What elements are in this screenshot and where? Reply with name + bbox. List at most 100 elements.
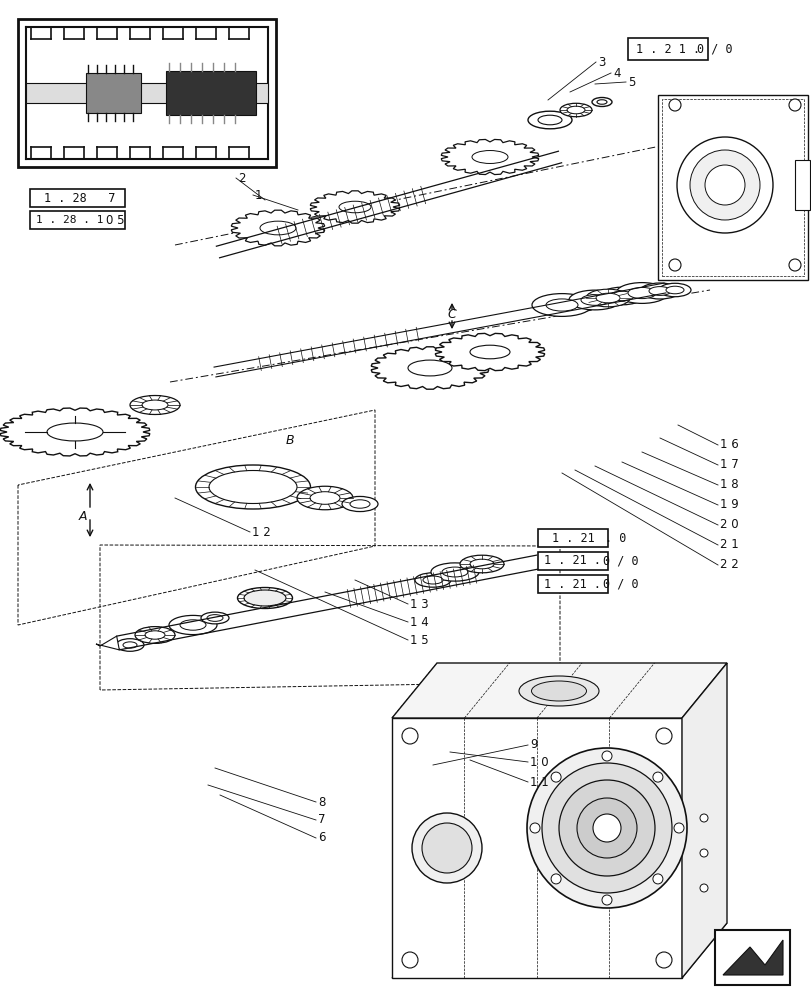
Circle shape [699,814,707,822]
Circle shape [652,772,662,782]
Ellipse shape [531,681,586,701]
Circle shape [401,728,418,744]
Circle shape [788,259,800,271]
Circle shape [655,728,672,744]
Circle shape [655,952,672,968]
Text: 1 6: 1 6 [719,438,738,452]
Circle shape [401,952,418,968]
Ellipse shape [350,500,370,508]
Text: 2 1: 2 1 [719,538,738,552]
Circle shape [699,884,707,892]
Ellipse shape [237,587,292,608]
Bar [657,95,807,280]
Text: 0 / 0: 0 / 0 [603,554,638,568]
Ellipse shape [538,115,561,125]
Text: 1 . 28 . 1: 1 . 28 . 1 [36,215,104,225]
Bar [538,529,607,547]
Polygon shape [231,210,324,246]
Ellipse shape [560,103,591,117]
Bar [26,83,268,103]
Ellipse shape [195,465,310,509]
Text: 6: 6 [318,831,325,844]
Bar [538,575,607,593]
Polygon shape [722,940,782,975]
Ellipse shape [627,287,655,299]
Ellipse shape [586,289,629,307]
Ellipse shape [616,283,667,303]
Bar [30,211,125,229]
Text: 2 0: 2 0 [719,518,738,532]
Text: 1 4: 1 4 [410,615,428,628]
Ellipse shape [341,496,378,512]
Ellipse shape [599,287,643,305]
Circle shape [411,813,482,883]
Text: 1 3: 1 3 [410,597,428,610]
Text: 8: 8 [318,795,325,808]
Text: 2: 2 [238,172,245,185]
Text: 1 1: 1 1 [530,776,548,788]
Ellipse shape [431,563,478,581]
Polygon shape [440,139,539,175]
Text: 4: 4 [612,67,620,80]
Circle shape [601,751,611,761]
Polygon shape [392,663,726,718]
Ellipse shape [596,100,607,104]
Polygon shape [96,636,119,650]
Ellipse shape [470,559,493,569]
Ellipse shape [581,295,608,305]
Ellipse shape [208,471,297,504]
Ellipse shape [407,360,452,376]
Text: 5: 5 [627,76,634,89]
Polygon shape [371,347,488,389]
Text: 1 . 21: 1 . 21 [551,532,594,544]
Circle shape [577,798,636,858]
Text: 0 5: 0 5 [105,214,124,227]
Text: B: B [285,434,294,446]
Ellipse shape [130,395,180,414]
Ellipse shape [639,283,679,299]
Circle shape [422,823,471,873]
Bar [392,718,681,978]
Text: 1 . 21 .: 1 . 21 . [544,554,601,568]
Bar [18,19,276,167]
Ellipse shape [527,111,571,129]
Text: 1 0: 1 0 [530,756,548,768]
Ellipse shape [297,486,353,510]
Ellipse shape [201,612,229,624]
Ellipse shape [665,286,683,294]
Circle shape [668,259,680,271]
Polygon shape [392,923,726,978]
Ellipse shape [441,567,467,577]
Circle shape [558,780,654,876]
Text: 1 . 28: 1 . 28 [44,192,86,205]
Text: 7: 7 [318,813,325,826]
Text: 1 5: 1 5 [410,634,428,646]
Circle shape [689,150,759,220]
Circle shape [601,895,611,905]
Circle shape [699,849,707,857]
Ellipse shape [116,639,144,651]
Text: C: C [447,308,456,322]
Polygon shape [0,408,150,456]
Text: 0 / 0: 0 / 0 [697,43,732,56]
Ellipse shape [260,221,296,235]
Circle shape [526,748,686,908]
Ellipse shape [518,676,599,706]
Ellipse shape [595,293,620,303]
Ellipse shape [207,615,223,621]
Circle shape [541,763,672,893]
Ellipse shape [142,400,168,410]
Circle shape [676,137,772,233]
Ellipse shape [135,627,175,643]
Circle shape [704,165,744,205]
Ellipse shape [659,283,690,297]
Text: 1 7: 1 7 [719,458,738,472]
Polygon shape [681,663,726,978]
Ellipse shape [460,555,504,573]
Circle shape [673,823,683,833]
Ellipse shape [470,345,509,359]
Ellipse shape [471,151,508,163]
Text: 1 9: 1 9 [719,498,738,512]
Text: 1 . 2 1 .: 1 . 2 1 . [635,43,699,56]
Ellipse shape [122,642,137,648]
